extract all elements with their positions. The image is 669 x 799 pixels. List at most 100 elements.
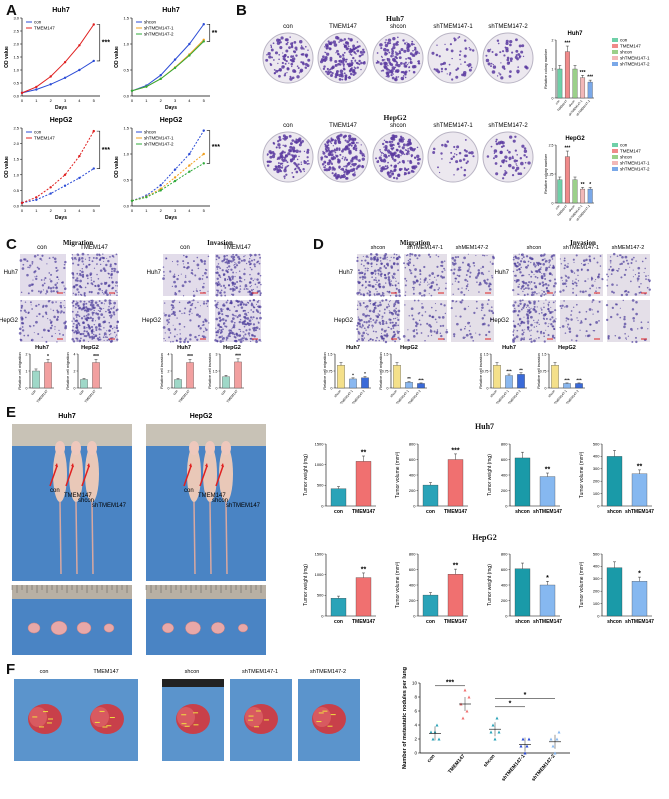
- colony-dot: [277, 143, 281, 147]
- stained-cell: [396, 313, 400, 317]
- stained-cell: [358, 332, 361, 335]
- stained-cell: [616, 269, 618, 271]
- stained-cell: [634, 274, 637, 276]
- colony-dot: [330, 142, 333, 145]
- stained-cell: [184, 267, 186, 269]
- legend-entry: con: [34, 130, 42, 135]
- stained-cell: [512, 304, 516, 307]
- colony-dot: [289, 142, 293, 146]
- colony-dot: [455, 148, 458, 151]
- stained-cell: [522, 256, 525, 259]
- colony-dot: [387, 154, 390, 157]
- stained-cell: [365, 329, 367, 331]
- stained-cell: [49, 278, 51, 280]
- stained-cell: [559, 258, 561, 260]
- stained-cell: [536, 330, 539, 333]
- stained-cell: [206, 305, 209, 307]
- stained-cell: [373, 302, 376, 305]
- stained-cell: [544, 261, 546, 263]
- stained-cell: [375, 277, 377, 279]
- stained-cell: [378, 310, 381, 312]
- stained-cell: [31, 283, 34, 286]
- colony-dot: [322, 58, 326, 62]
- stained-cell: [427, 284, 429, 286]
- bar-con: [32, 370, 40, 389]
- y-tick-label: 0: [216, 386, 218, 390]
- colony-dot: [354, 143, 357, 146]
- stained-cell: [26, 260, 29, 263]
- stained-cell: [230, 260, 233, 263]
- stained-cell: [397, 282, 400, 285]
- colony-dot: [287, 164, 290, 167]
- colony-dot: [407, 160, 409, 162]
- sig-label: ***: [446, 679, 454, 686]
- y-tick-label: 1.5: [13, 157, 19, 162]
- y-axis-label: OD value: [4, 46, 10, 68]
- stained-cell: [103, 316, 105, 318]
- stained-cell: [545, 313, 547, 315]
- stained-cell: [94, 335, 96, 338]
- colony-dot: [492, 65, 497, 69]
- colony-dot: [390, 136, 394, 140]
- stained-cell: [227, 334, 230, 337]
- colony-dot: [299, 68, 304, 73]
- colony-dot: [298, 150, 302, 153]
- stained-cell: [203, 300, 205, 303]
- stained-cell: [228, 259, 231, 263]
- stained-cell: [382, 257, 385, 260]
- plate-label: shTMEM147-2: [488, 123, 528, 129]
- stained-cell: [254, 253, 257, 257]
- stained-cell: [221, 335, 223, 338]
- stained-cell: [589, 323, 592, 326]
- stained-cell: [238, 328, 240, 331]
- stained-cell: [91, 317, 94, 320]
- stained-cell: [543, 283, 545, 286]
- legend-entry: shTMEM147-1: [144, 26, 174, 31]
- stained-cell: [63, 287, 67, 290]
- colony-dot: [502, 144, 505, 148]
- stained-cell: [574, 281, 576, 284]
- stained-cell: [109, 263, 112, 266]
- stained-cell: [529, 308, 531, 310]
- colony-dot: [266, 53, 268, 56]
- bar-TMEM147: [355, 577, 372, 617]
- stained-cell: [179, 337, 182, 341]
- stained-cell: [595, 287, 597, 289]
- stained-cell: [371, 276, 373, 279]
- x-tick-label: 1: [35, 98, 38, 103]
- stained-cell: [413, 299, 416, 302]
- b-row-title-huh7: Huh7: [386, 14, 404, 23]
- stained-cell: [257, 260, 260, 263]
- stained-cell: [430, 334, 433, 337]
- y-tick-label: 0.75: [326, 369, 333, 373]
- stained-cell: [28, 284, 31, 287]
- data-point: [465, 709, 469, 713]
- stained-cell: [37, 290, 40, 293]
- stained-cell: [116, 338, 119, 341]
- stained-cell: [79, 332, 83, 336]
- stained-cell: [174, 285, 178, 288]
- colony-dot: [514, 169, 518, 172]
- stained-cell: [592, 298, 595, 302]
- stained-cell: [87, 333, 91, 337]
- y-tick-label: 0.75: [482, 369, 489, 373]
- lung-photo: [230, 679, 292, 761]
- stained-cell: [592, 313, 594, 315]
- stained-cell: [223, 259, 226, 262]
- stained-cell: [363, 276, 367, 279]
- colony-dot: [322, 151, 326, 155]
- colony-dot: [288, 148, 292, 153]
- stained-cell: [446, 329, 448, 331]
- lung-lobe: [29, 707, 47, 727]
- stained-cell: [259, 316, 262, 320]
- y-tick-label: 1: [552, 67, 554, 71]
- stained-cell: [87, 307, 91, 311]
- colony-dot: [396, 142, 400, 146]
- stained-cell: [543, 306, 545, 309]
- stained-cell: [84, 286, 87, 289]
- colony-dot: [351, 138, 354, 141]
- colony-dot: [409, 61, 413, 65]
- stained-cell: [552, 310, 554, 313]
- stained-cell: [533, 308, 536, 311]
